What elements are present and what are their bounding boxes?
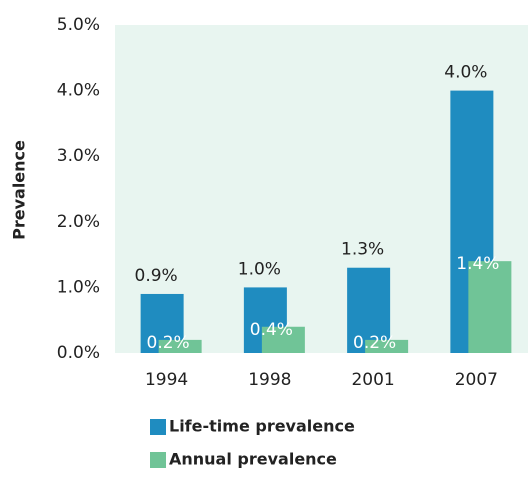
data-label: 1.3% [341,240,384,260]
x-tick-label: 1998 [248,370,291,390]
data-label: 1.0% [238,259,281,279]
data-label: 4.0% [444,63,487,83]
data-label: 0.4% [250,320,293,340]
data-label: 0.2% [147,333,190,353]
legend-swatch [150,419,166,435]
x-tick-label: 2007 [455,370,498,390]
bar [158,339,202,353]
bar [468,261,512,353]
legend-label: Life-time prevalence [169,417,355,436]
x-tick-label: 2001 [351,370,394,390]
y-tick-label: 4.0% [57,81,100,101]
y-tick-label: 1.0% [57,277,100,297]
legend-label: Annual prevalence [169,450,337,469]
y-tick-label: 0.0% [57,343,100,363]
y-tick-label: 3.0% [57,146,100,166]
x-tick-label: 1994 [145,370,188,390]
data-label: 0.9% [135,266,178,286]
data-label: 0.2% [353,333,396,353]
bar [347,267,391,353]
legend-swatch [150,452,166,468]
bar [261,326,305,353]
bar [365,339,409,353]
y-axis-title: Prevalence [10,140,29,240]
y-tick-label: 5.0% [57,15,100,35]
data-label: 1.4% [456,254,499,274]
y-tick-label: 2.0% [57,212,100,232]
